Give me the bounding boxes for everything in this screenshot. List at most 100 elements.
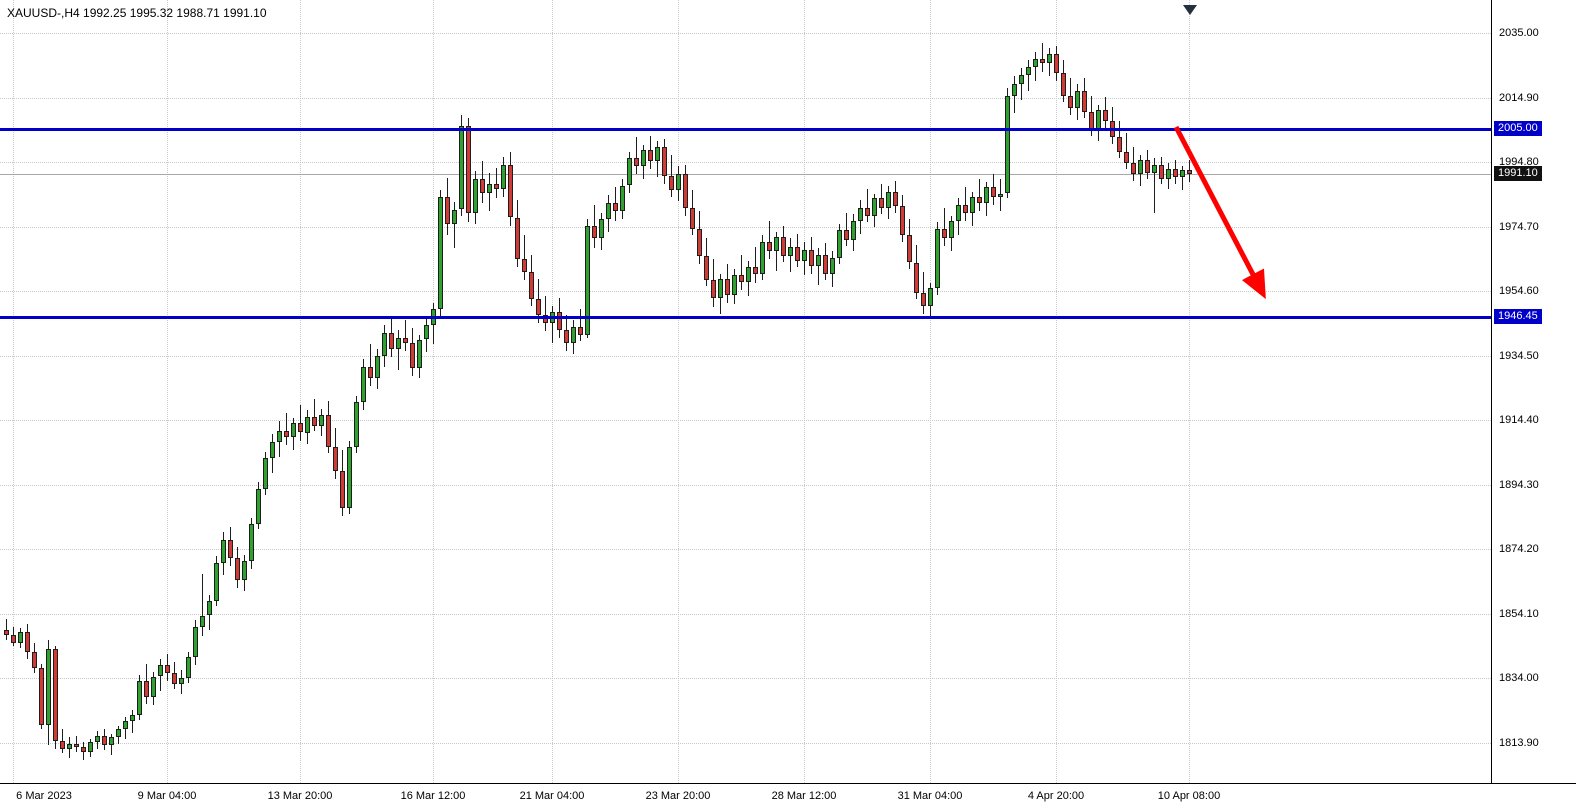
candle[interactable] bbox=[25, 631, 30, 653]
candle[interactable] bbox=[809, 249, 814, 266]
candle[interactable] bbox=[515, 217, 520, 260]
candle[interactable] bbox=[221, 540, 226, 563]
candle[interactable] bbox=[760, 241, 765, 274]
time-axis[interactable]: 6 Mar 2023 9 Mar 04:00 13 Mar 20:00 16 Mar … bbox=[0, 783, 1576, 811]
candle[interactable] bbox=[270, 442, 275, 459]
candle[interactable] bbox=[116, 729, 121, 738]
candle[interactable] bbox=[872, 198, 877, 216]
candle[interactable] bbox=[578, 326, 583, 335]
candle[interactable] bbox=[963, 204, 968, 213]
candle[interactable] bbox=[319, 414, 324, 427]
candle[interactable] bbox=[389, 333, 394, 350]
candle[interactable] bbox=[249, 524, 254, 561]
candle[interactable] bbox=[88, 742, 93, 752]
candle[interactable] bbox=[410, 342, 415, 369]
candle[interactable] bbox=[235, 557, 240, 581]
candle[interactable] bbox=[522, 259, 527, 273]
candle[interactable] bbox=[774, 236, 779, 252]
candle[interactable] bbox=[998, 193, 1003, 197]
candle[interactable] bbox=[228, 540, 233, 558]
candle[interactable] bbox=[1166, 169, 1171, 179]
candle[interactable] bbox=[571, 326, 576, 343]
candle[interactable] bbox=[207, 601, 212, 616]
candle[interactable] bbox=[942, 228, 947, 239]
candle[interactable] bbox=[480, 179, 485, 194]
candle[interactable] bbox=[179, 678, 184, 685]
candle[interactable] bbox=[263, 458, 268, 489]
candle[interactable] bbox=[858, 207, 863, 221]
candle[interactable] bbox=[242, 560, 247, 581]
candle[interactable] bbox=[1033, 58, 1038, 67]
candle[interactable] bbox=[424, 325, 429, 340]
candle[interactable] bbox=[865, 207, 870, 216]
candle[interactable] bbox=[781, 236, 786, 257]
chart-shift-marker-icon[interactable] bbox=[1183, 5, 1197, 15]
chart-plot-area[interactable]: XAUUSD-,H4 1992.25 1995.32 1988.71 1991.… bbox=[0, 0, 1491, 783]
candle[interactable] bbox=[655, 147, 660, 162]
candle[interactable] bbox=[879, 198, 884, 208]
candle[interactable] bbox=[200, 615, 205, 627]
candle[interactable] bbox=[900, 206, 905, 236]
candle[interactable] bbox=[921, 293, 926, 306]
candle[interactable] bbox=[697, 228, 702, 257]
candle[interactable] bbox=[1005, 95, 1010, 194]
candle[interactable] bbox=[298, 422, 303, 433]
candle[interactable] bbox=[1124, 151, 1129, 163]
candle[interactable] bbox=[1082, 90, 1087, 112]
candle[interactable] bbox=[641, 150, 646, 167]
candle[interactable] bbox=[158, 665, 163, 677]
candle[interactable] bbox=[382, 333, 387, 356]
candle[interactable] bbox=[1054, 53, 1059, 74]
candle[interactable] bbox=[186, 657, 191, 679]
candle[interactable] bbox=[501, 164, 506, 189]
candle[interactable] bbox=[130, 715, 135, 722]
candle[interactable] bbox=[585, 225, 590, 335]
candle[interactable] bbox=[494, 183, 499, 189]
candle[interactable] bbox=[1026, 66, 1031, 75]
candle[interactable] bbox=[277, 431, 282, 443]
candle[interactable] bbox=[396, 337, 401, 350]
candle[interactable] bbox=[256, 488, 261, 524]
candle[interactable] bbox=[151, 676, 156, 698]
candle[interactable] bbox=[606, 203, 611, 220]
candle[interactable] bbox=[830, 257, 835, 274]
candle[interactable] bbox=[438, 196, 443, 309]
candle[interactable] bbox=[1117, 137, 1122, 152]
candle[interactable] bbox=[767, 241, 772, 252]
candle[interactable] bbox=[1159, 164, 1164, 179]
candle[interactable] bbox=[739, 275, 744, 282]
candle[interactable] bbox=[60, 740, 65, 749]
candle[interactable] bbox=[305, 416, 310, 433]
candle[interactable] bbox=[732, 275, 737, 295]
candle[interactable] bbox=[1152, 164, 1157, 173]
candle[interactable] bbox=[718, 278, 723, 298]
candle[interactable] bbox=[347, 447, 352, 508]
candle[interactable] bbox=[970, 196, 975, 213]
candle[interactable] bbox=[445, 196, 450, 224]
candle[interactable] bbox=[893, 191, 898, 207]
candle[interactable] bbox=[123, 721, 128, 730]
candle[interactable] bbox=[620, 185, 625, 212]
candle[interactable] bbox=[53, 649, 58, 741]
candle[interactable] bbox=[914, 262, 919, 293]
candle[interactable] bbox=[165, 665, 170, 674]
candle[interactable] bbox=[487, 183, 492, 194]
candle[interactable] bbox=[676, 174, 681, 191]
candle[interactable] bbox=[137, 681, 142, 715]
price-axis[interactable]: 2035.00 2014.90 1994.80 1974.70 1954.60 1934.… bbox=[1491, 0, 1576, 783]
candle[interactable] bbox=[340, 471, 345, 508]
candle[interactable] bbox=[74, 743, 79, 747]
trend-arrow-annotation[interactable] bbox=[0, 0, 1491, 783]
candle[interactable] bbox=[984, 187, 989, 204]
candle[interactable] bbox=[1180, 170, 1185, 178]
horizontal-level-line[interactable] bbox=[0, 316, 1491, 320]
candle[interactable] bbox=[193, 626, 198, 658]
candle[interactable] bbox=[1040, 58, 1045, 64]
candle[interactable] bbox=[837, 230, 842, 258]
candle[interactable] bbox=[417, 339, 422, 369]
candle[interactable] bbox=[823, 254, 828, 274]
candle[interactable] bbox=[788, 246, 793, 257]
candle[interactable] bbox=[592, 225, 597, 239]
candle[interactable] bbox=[361, 366, 366, 403]
candle[interactable] bbox=[1061, 73, 1066, 96]
